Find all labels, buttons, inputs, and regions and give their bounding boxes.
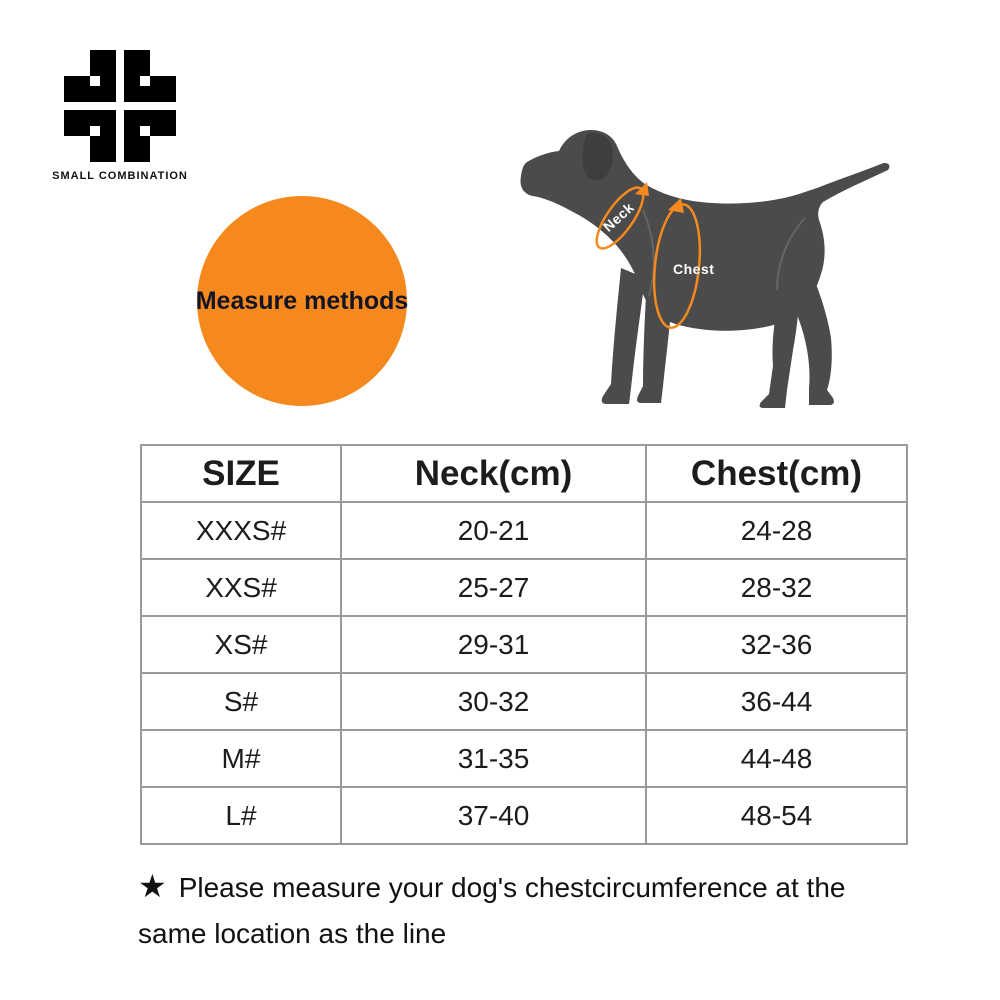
chest-arrow-icon <box>668 198 684 213</box>
neck-arrow-icon <box>635 182 649 196</box>
dog-shoulder-line <box>642 209 655 297</box>
table-cell: L# <box>140 786 342 845</box>
table-cell: XS# <box>140 615 342 674</box>
table-cell: 36-44 <box>645 672 908 731</box>
table-cell: M# <box>140 729 342 788</box>
chest-measure-label: Chest <box>673 261 714 277</box>
table-row: S# 30-32 36-44 <box>140 672 908 731</box>
table-cell: 32-36 <box>645 615 908 674</box>
table-row: XXXS# 20-21 24-28 <box>140 501 908 560</box>
dog-front-leg <box>601 268 645 404</box>
dog-ear <box>582 133 613 181</box>
table-header-row: SIZE Neck(cm) Chest(cm) <box>140 444 908 503</box>
table-header-cell: SIZE <box>140 444 342 503</box>
table-cell: 30-32 <box>340 672 647 731</box>
table-cell: 37-40 <box>340 786 647 845</box>
table-cell: 24-28 <box>645 501 908 560</box>
table-row: L# 37-40 48-54 <box>140 786 908 845</box>
table-cell: 28-32 <box>645 558 908 617</box>
table-cell: XXXS# <box>140 501 342 560</box>
table-row: XXS# 25-27 28-32 <box>140 558 908 617</box>
measure-methods-badge: Measure methods <box>195 196 409 406</box>
footnote-text: Please measure your dog's chestcircumfer… <box>138 872 846 949</box>
size-table: SIZE Neck(cm) Chest(cm) XXXS# 20-21 24-28 XXS… <box>140 444 908 845</box>
table-row: M# 31-35 44-48 <box>140 729 908 788</box>
table-cell: 31-35 <box>340 729 647 788</box>
dog-hind-leg <box>785 258 834 405</box>
table-cell: 20-21 <box>340 501 647 560</box>
dog-hind-leg <box>759 288 799 408</box>
dog-silhouette <box>520 130 890 331</box>
dog-front-leg <box>637 276 673 403</box>
brand-name: SMALL COMBINATION <box>52 170 188 182</box>
brand-logo: SMALL COMBINATION <box>45 50 195 182</box>
table-cell: XXS# <box>140 558 342 617</box>
table-cell: 44-48 <box>645 729 908 788</box>
brand-logo-icon <box>64 50 176 162</box>
table-cell: 25-27 <box>340 558 647 617</box>
table-cell: 29-31 <box>340 615 647 674</box>
measure-methods-label: Measure methods <box>195 286 409 315</box>
dog-measurement-diagram: Neck Chest <box>520 130 890 408</box>
chest-measure-ring <box>652 203 702 329</box>
footnote: ★ Please measure your dog's chestcircumfe… <box>138 862 883 955</box>
table-body: XXXS# 20-21 24-28 XXS# 25-27 28-32 XS# 29-31 32-… <box>140 501 908 845</box>
table-row: XS# 29-31 32-36 <box>140 615 908 674</box>
table-cell: 48-54 <box>645 786 908 845</box>
table-header-cell: Chest(cm) <box>645 444 908 503</box>
dog-thigh-line <box>776 217 806 291</box>
star-icon: ★ <box>138 868 167 904</box>
table-header-cell: Neck(cm) <box>340 444 647 503</box>
table-cell: S# <box>140 672 342 731</box>
